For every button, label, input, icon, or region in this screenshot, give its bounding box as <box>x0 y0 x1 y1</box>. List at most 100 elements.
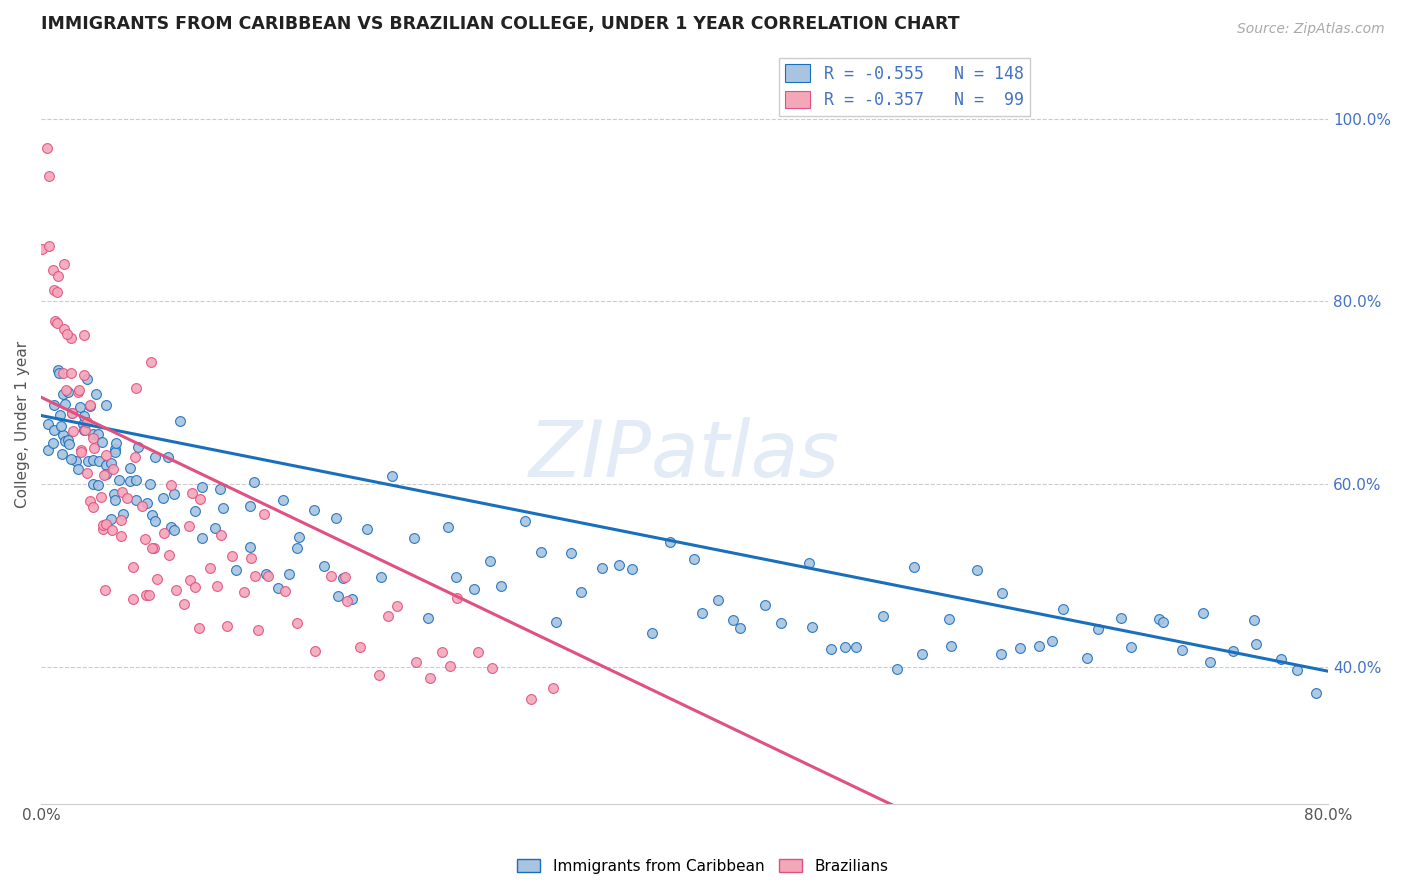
Point <box>53 397 76 411</box>
Point <box>254 566 277 581</box>
Point <box>221 549 243 563</box>
Point <box>288 530 311 544</box>
Point <box>121 591 143 606</box>
Point <box>278 567 301 582</box>
Point <box>42 423 65 437</box>
Point <box>1198 655 1220 669</box>
Point <box>160 520 183 534</box>
Point <box>82 430 104 444</box>
Point <box>138 588 160 602</box>
Point <box>184 580 207 594</box>
Point <box>125 381 148 395</box>
Point <box>118 461 141 475</box>
Point <box>381 469 404 483</box>
Point <box>205 579 228 593</box>
Point <box>368 667 391 681</box>
Point <box>44 314 66 328</box>
Point <box>543 681 565 696</box>
Point <box>91 435 114 450</box>
Point <box>1244 637 1267 651</box>
Point <box>153 526 176 541</box>
Point <box>125 492 148 507</box>
Point <box>127 440 149 454</box>
Point <box>96 398 118 412</box>
Point <box>1008 641 1031 656</box>
Point <box>111 485 134 500</box>
Point <box>38 169 60 183</box>
Point <box>96 458 118 472</box>
Point <box>1286 663 1309 677</box>
Point <box>163 487 186 501</box>
Point <box>84 386 107 401</box>
Point <box>46 362 69 376</box>
Point <box>405 655 427 669</box>
Point <box>51 447 73 461</box>
Point <box>336 594 359 608</box>
Point <box>90 490 112 504</box>
Point <box>53 321 76 335</box>
Point <box>544 615 567 630</box>
Point <box>302 503 325 517</box>
Point <box>728 621 751 635</box>
Point <box>103 487 125 501</box>
Point <box>146 573 169 587</box>
Point <box>444 570 467 584</box>
Point <box>94 448 117 462</box>
Point <box>242 475 264 490</box>
Point <box>1222 644 1244 658</box>
Point <box>58 436 80 450</box>
Point <box>87 454 110 468</box>
Point <box>239 499 262 513</box>
Point <box>46 316 69 330</box>
Point <box>1052 601 1074 615</box>
Point <box>70 445 93 459</box>
Point <box>55 327 77 342</box>
Point <box>797 556 820 570</box>
Point <box>31 242 53 256</box>
Point <box>111 507 134 521</box>
Point <box>212 501 235 516</box>
Point <box>100 512 122 526</box>
Point <box>75 423 97 437</box>
Point <box>1109 611 1132 625</box>
Point <box>560 546 582 560</box>
Point <box>91 517 114 532</box>
Point <box>103 445 125 459</box>
Point <box>990 647 1012 661</box>
Point <box>66 462 89 476</box>
Point <box>515 514 537 528</box>
Point <box>204 521 226 535</box>
Point <box>115 491 138 506</box>
Point <box>1270 651 1292 665</box>
Point <box>439 659 461 673</box>
Point <box>659 535 682 549</box>
Point <box>754 598 776 612</box>
Point <box>1076 651 1098 665</box>
Point <box>163 524 186 538</box>
Point <box>325 511 347 525</box>
Point <box>60 406 83 420</box>
Point <box>52 387 75 401</box>
Point <box>285 615 308 630</box>
Point <box>990 585 1012 599</box>
Point <box>134 533 156 547</box>
Point <box>1087 622 1109 636</box>
Point <box>72 417 94 431</box>
Point <box>239 540 262 554</box>
Point <box>125 473 148 487</box>
Point <box>872 609 894 624</box>
Point <box>141 508 163 522</box>
Point <box>690 606 713 620</box>
Point <box>101 462 124 476</box>
Point <box>110 513 132 527</box>
Point <box>721 613 744 627</box>
Point <box>169 414 191 428</box>
Point <box>143 450 166 464</box>
Point <box>45 285 67 299</box>
Point <box>73 368 96 383</box>
Point <box>87 427 110 442</box>
Point <box>69 443 91 458</box>
Point <box>72 409 94 424</box>
Point <box>1243 614 1265 628</box>
Point <box>65 454 87 468</box>
